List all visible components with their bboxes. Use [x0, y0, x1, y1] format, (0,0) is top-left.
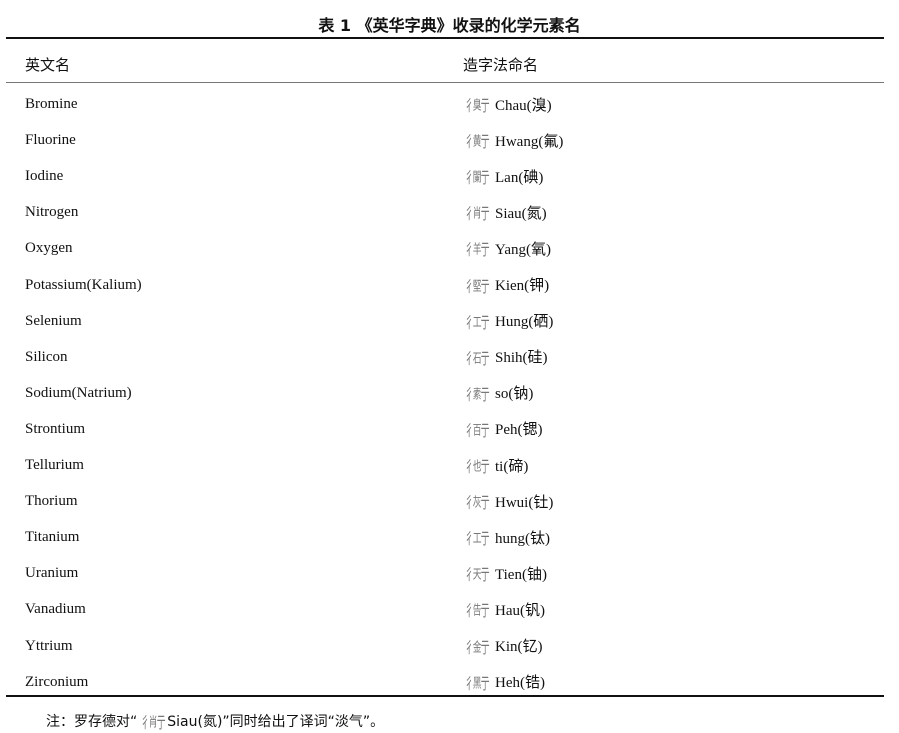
coined-name-cell: 彳灰亍 Hwui(钍): [463, 489, 554, 513]
table-row: Selenium 彳工亍 Hung(硒): [0, 313, 899, 349]
coined-character-glyph: 彳臭亍: [464, 96, 490, 115]
coined-name-cell: 彳臭亍 Chau(溴): [463, 92, 552, 116]
romanized-name: Lan(碘): [495, 169, 544, 186]
romanized-name: Chau(溴): [495, 97, 552, 114]
coined-name-cell: 彳羊亍 Yang(氧): [463, 236, 551, 260]
english-name: Yttrium: [25, 637, 73, 654]
table-row: Sodium(Natrium) 彳素亍 so(钠): [0, 385, 899, 421]
english-name: Vanadium: [25, 601, 86, 618]
coined-name-cell: 彳也亍 ti(碲): [463, 453, 529, 477]
coined-character-glyph: 彳肖亍: [464, 204, 490, 224]
english-name: Fluorine: [25, 132, 76, 149]
coined-character-glyph: 彳羊亍: [464, 240, 490, 260]
coined-name-cell: 彳百亍 Peh(锶): [463, 417, 543, 441]
english-name: Silicon: [25, 348, 68, 365]
table-row: Fluorine 彳黄亍 Hwang(氟): [0, 132, 899, 168]
english-name: Iodine: [25, 168, 64, 185]
coined-character-glyph: 彳石亍: [464, 348, 490, 368]
top-rule: [6, 37, 884, 39]
romanized-name: so(钠): [495, 386, 534, 403]
table-note: 注：罗存德对“ 彳肖亍 Siau(氮)”同时给出了译词“淡气”。: [46, 709, 384, 733]
header-rule: [6, 82, 884, 83]
coined-name-cell: 彳石亍 Shih(硅): [463, 345, 548, 369]
english-name: Nitrogen: [25, 204, 79, 221]
romanized-name: ti(碲): [495, 458, 529, 475]
english-name: Zirconium: [25, 673, 89, 690]
romanized-name: Tien(铀): [495, 566, 547, 583]
coined-name-cell: 彳告亍 Hau(钒): [463, 597, 545, 621]
coined-character-glyph: 彳黄亍: [464, 132, 490, 152]
note-suffix: Siau(氮)”同时给出了译词“淡气”。: [167, 714, 385, 730]
coined-name-cell: 彳堅亍 Kien(钾): [463, 273, 549, 297]
note-prefix: 注：罗存德对“: [46, 714, 138, 730]
coined-character-glyph: 彳素亍: [464, 384, 490, 404]
table-row: Vanadium 彳告亍 Hau(钒): [0, 601, 899, 637]
coined-character-glyph: 彳天亍: [464, 565, 490, 585]
coined-character-glyph: 彳堅亍: [464, 276, 490, 296]
bottom-rule: [6, 695, 884, 697]
coined-name-cell: 彳黄亍 Hwang(氟): [463, 128, 564, 152]
table-row: Thorium 彳灰亍 Hwui(钍): [0, 493, 899, 529]
coined-character-glyph: 彳也亍: [464, 457, 490, 476]
coined-character-glyph: 彳灰亍: [464, 493, 490, 513]
coined-name-cell: 彳肖亍 Siau(氮): [463, 200, 547, 224]
table-row: Potassium(Kalium) 彳堅亍 Kien(钾): [0, 277, 899, 313]
english-name: Bromine: [25, 96, 78, 112]
romanized-name: Peh(锶): [495, 422, 543, 439]
romanized-name: hung(钛): [495, 530, 550, 547]
english-name: Strontium: [25, 420, 86, 437]
coined-character-glyph: 彳肖亍: [141, 713, 166, 732]
header-english-name: 英文名: [25, 56, 71, 74]
coined-name-cell: 彳工亍 hung(钛): [463, 525, 550, 549]
header-coined-name: 造字法命名: [463, 56, 539, 74]
coined-character-glyph: 彳金亍: [464, 637, 490, 657]
romanized-name: Kien(钾): [495, 278, 550, 294]
coined-character-glyph: 彳黑亍: [464, 673, 490, 693]
coined-name-cell: 彳金亍 Kin(钇): [463, 634, 543, 658]
english-name: Tellurium: [25, 457, 84, 473]
romanized-name: Yang(氧): [495, 241, 551, 258]
table-row: Oxygen 彳羊亍 Yang(氧): [0, 240, 899, 276]
table-row: Uranium 彳天亍 Tien(铀): [0, 565, 899, 601]
table-row: Yttrium 彳金亍 Kin(钇): [0, 638, 899, 674]
table-row: Tellurium 彳也亍 ti(碲): [0, 457, 899, 493]
table-row: Zirconium 彳黑亍 Heh(锆): [0, 674, 899, 710]
coined-character-glyph: 彳工亍: [464, 312, 490, 332]
table-row: Silicon 彳石亍 Shih(硅): [0, 349, 899, 385]
romanized-name: Hwang(氟): [495, 133, 564, 150]
english-name: Thorium: [25, 493, 78, 510]
coined-name-cell: 彳闌亍 Lan(碘): [463, 164, 544, 188]
coined-name-cell: 彳天亍 Tien(铀): [463, 561, 547, 585]
english-name: Selenium: [25, 312, 82, 329]
romanized-name: Hwui(钍): [495, 494, 554, 511]
english-name: Sodium(Natrium): [25, 384, 132, 401]
coined-name-cell: 彳素亍 so(钠): [463, 381, 534, 405]
coined-character-glyph: 彳百亍: [464, 420, 490, 440]
english-name: Oxygen: [25, 240, 73, 257]
table-row: Nitrogen 彳肖亍 Siau(氮): [0, 204, 899, 240]
table-row: Iodine 彳闌亍 Lan(碘): [0, 168, 899, 204]
romanized-name: Heh(锆): [495, 675, 545, 692]
romanized-name: Siau(氮): [495, 205, 547, 222]
table-title: 表 1 《英华字典》收录的化学元素名: [318, 16, 581, 35]
romanized-name: Hung(硒): [495, 314, 554, 331]
english-name: Potassium(Kalium): [25, 276, 142, 293]
table-row: Titanium 彳工亍 hung(钛): [0, 529, 899, 565]
coined-character-glyph: 彳告亍: [464, 601, 490, 621]
romanized-name: Hau(钒): [495, 602, 545, 619]
romanized-name: Kin(钇): [495, 639, 543, 655]
table-row: Bromine 彳臭亍 Chau(溴): [0, 96, 899, 132]
romanized-name: Shih(硅): [495, 350, 548, 367]
coined-name-cell: 彳工亍 Hung(硒): [463, 309, 554, 333]
english-name: Titanium: [25, 529, 80, 546]
coined-character-glyph: 彳工亍: [464, 529, 490, 549]
table-row: Strontium 彳百亍 Peh(锶): [0, 421, 899, 457]
coined-character-glyph: 彳闌亍: [464, 168, 490, 188]
coined-name-cell: 彳黑亍 Heh(锆): [463, 670, 545, 694]
english-name: Uranium: [25, 565, 79, 582]
